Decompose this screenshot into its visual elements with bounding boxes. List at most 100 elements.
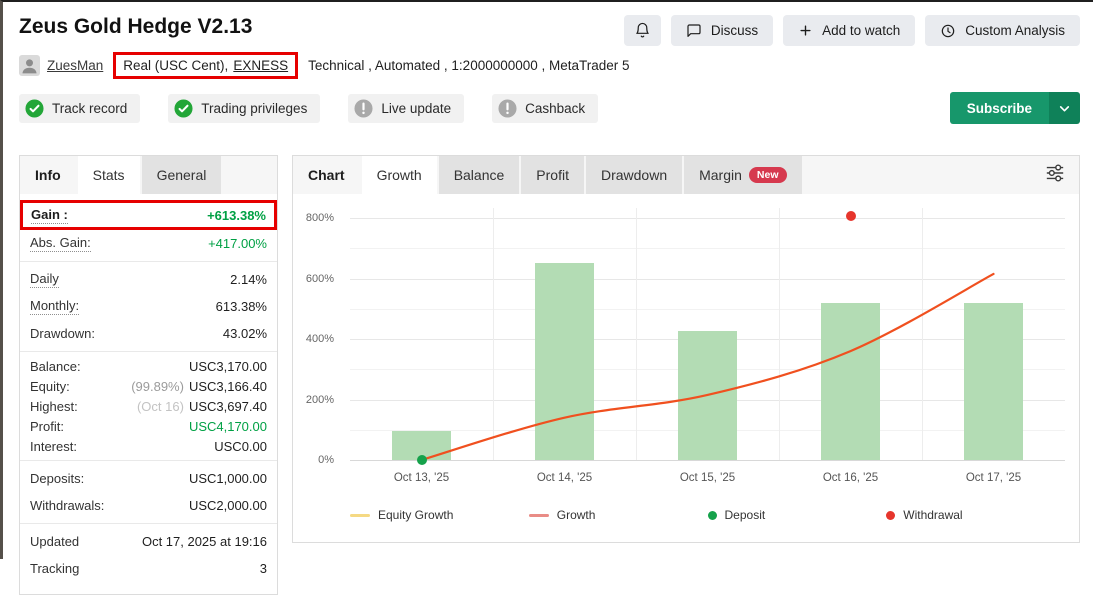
tab-chart[interactable]: Chart — [293, 156, 360, 194]
broker-link[interactable]: EXNESS — [233, 58, 289, 73]
legend-label: Growth — [556, 508, 596, 522]
gridline-h — [350, 308, 1065, 310]
tab-label: Profit — [536, 167, 569, 183]
y-axis: 0% 200% 400% 600% 800% — [293, 208, 343, 466]
tab-profit[interactable]: Profit — [521, 156, 584, 194]
chart-settings-button[interactable] — [1031, 156, 1079, 194]
deposit-marker — [416, 455, 427, 465]
stat-label: Monthly: — [30, 298, 80, 315]
stat-group: Gain : +613.38% Abs. Gain: +417.00% — [20, 194, 277, 261]
stat-value-wrap: 613.38% — [216, 299, 267, 314]
stat-group: Daily 2.14% Monthly: 613.38% Drawdown: 43.02% — [20, 261, 277, 351]
tab-drawdown[interactable]: Drawdown — [585, 156, 683, 194]
discuss-button[interactable]: Discuss — [670, 15, 774, 46]
stat-group: Deposits: USC1,000.00 Withdrawals: USC2,000… — [20, 460, 277, 523]
tab-label: Margin — [699, 167, 742, 183]
user-link[interactable]: ZuesMan — [47, 58, 104, 73]
subscribe-label[interactable]: Subscribe — [949, 92, 1049, 124]
new-badge: New — [748, 167, 787, 183]
tab-stats[interactable]: Stats — [77, 156, 140, 194]
tab-balance[interactable]: Balance — [438, 156, 520, 194]
tab-label: Info — [35, 167, 61, 183]
gridline-v — [493, 208, 494, 460]
custom-analysis-label: Custom Analysis — [965, 23, 1065, 38]
stat-value-wrap: 3 — [260, 561, 267, 576]
tab-info[interactable]: Info — [20, 156, 76, 194]
user-avatar[interactable] — [19, 55, 40, 76]
sliders-icon — [1044, 163, 1066, 188]
legend-item-growth: Growth — [528, 508, 708, 522]
account-meta: Technical , Automated , 1:2000000000 , M… — [308, 58, 630, 73]
legend-item-withdrawal: Withdrawal — [886, 508, 1065, 522]
legend-item-deposit: Deposit — [707, 508, 887, 522]
stat-value-wrap: USC2,000.00 — [189, 498, 267, 513]
stat-label: Withdrawals: — [30, 498, 105, 513]
stat-row-profit: Profit: USC4,170.00 — [20, 416, 277, 436]
badge-label: Live update — [381, 100, 452, 116]
stat-row-interest: Interest: USC0.00 — [20, 436, 277, 456]
subscribe-button[interactable]: Subscribe — [949, 92, 1080, 124]
chat-bubble-icon — [686, 23, 702, 39]
stat-group: Updated Oct 17, 2025 at 19:16 Tracking 3 — [20, 523, 277, 586]
legend-label: Withdrawal — [903, 508, 963, 522]
y-tick-label: 400% — [305, 333, 334, 345]
badges-row: Track record Trading privileges Live updat… — [19, 92, 1080, 138]
chart-tabs-row: Chart Growth Balance Profit Drawdown Margin Ne… — [293, 156, 1079, 194]
chart-legend: Equity Growth Growth Deposit Withdrawal — [350, 508, 1065, 522]
stat-value: 43.02% — [222, 326, 267, 341]
check-circle-icon — [174, 98, 193, 118]
x-axis: Oct 13, '25 Oct 14, '25 Oct 15, '25 Oct 16,… — [350, 472, 1065, 484]
stat-value: +417.00% — [208, 236, 267, 251]
clock-icon — [940, 23, 956, 39]
stat-label: Highest: — [30, 398, 78, 414]
stat-label: Balance: — [30, 358, 81, 374]
stat-value-wrap: USC1,000.00 — [189, 471, 267, 486]
header: Zeus Gold Hedge V2.13 Discuss Add to wat… — [3, 2, 1093, 138]
tab-label: Growth — [376, 167, 422, 183]
stat-label: Interest: — [30, 438, 77, 454]
legend-dot-swatch — [707, 510, 717, 520]
gridline-v — [922, 208, 923, 460]
add-to-watch-button[interactable]: Add to watch — [783, 15, 916, 46]
x-tick-label: Oct 15, '25 — [679, 472, 736, 484]
stat-value: USC3,170.00 — [188, 358, 267, 374]
stat-label: Daily — [30, 271, 59, 288]
tab-label: Chart — [308, 167, 345, 183]
tab-general[interactable]: General — [141, 156, 222, 194]
stat-value-wrap: (99.89%) USC3,166.40 — [131, 379, 267, 394]
y-tick-label: 600% — [305, 272, 334, 285]
stat-label: Profit: — [30, 418, 64, 434]
chart-panel: Chart Growth Balance Profit Drawdown Margin Ne… — [292, 155, 1080, 543]
stat-row-updated: Updated Oct 17, 2025 at 19:16 — [20, 528, 277, 555]
legend-label: Deposit — [724, 508, 766, 522]
stat-row-abs-gain: Abs. Gain: +417.00% — [20, 230, 277, 257]
tab-growth[interactable]: Growth — [361, 156, 437, 194]
stat-value: 2.14% — [230, 272, 267, 287]
stat-row-withdrawals: Withdrawals: USC2,000.00 — [20, 492, 277, 519]
chart-tabs: Chart Growth Balance Profit Drawdown Margin Ne… — [293, 156, 804, 194]
badge-label: Track record — [52, 100, 128, 116]
gridline-h — [350, 278, 1065, 280]
stat-value: USC4,170.00 — [188, 418, 267, 434]
stat-label: Updated — [30, 534, 80, 549]
account-highlight-box: Real (USC Cent), EXNESS — [113, 52, 299, 79]
plot-area — [350, 208, 1065, 465]
chevron-down-icon — [1059, 105, 1070, 111]
chart-bar — [535, 263, 594, 460]
stat-label: Equity: — [30, 378, 70, 394]
tab-margin[interactable]: Margin New — [684, 156, 802, 194]
stat-row-daily: Daily 2.14% — [20, 266, 277, 293]
x-tick-label: Oct 14, '25 — [536, 472, 593, 484]
stat-row-gain: Gain : +613.38% — [20, 200, 277, 230]
gridline-h — [350, 218, 1065, 219]
stat-group: Balance: USC3,170.00 Equity: (99.89%) USC3,1… — [20, 351, 277, 460]
stat-value-wrap: +417.00% — [208, 236, 267, 251]
custom-analysis-button[interactable]: Custom Analysis — [925, 15, 1080, 46]
gridline-v — [636, 208, 637, 460]
legend-line-swatch — [528, 513, 549, 517]
stat-value: USC1,000.00 — [188, 471, 267, 486]
growth-line — [420, 272, 995, 462]
notifications-button[interactable] — [623, 15, 661, 46]
x-tick-label: Oct 16, '25 — [822, 472, 879, 484]
subscribe-dropdown-caret[interactable] — [1049, 92, 1080, 124]
